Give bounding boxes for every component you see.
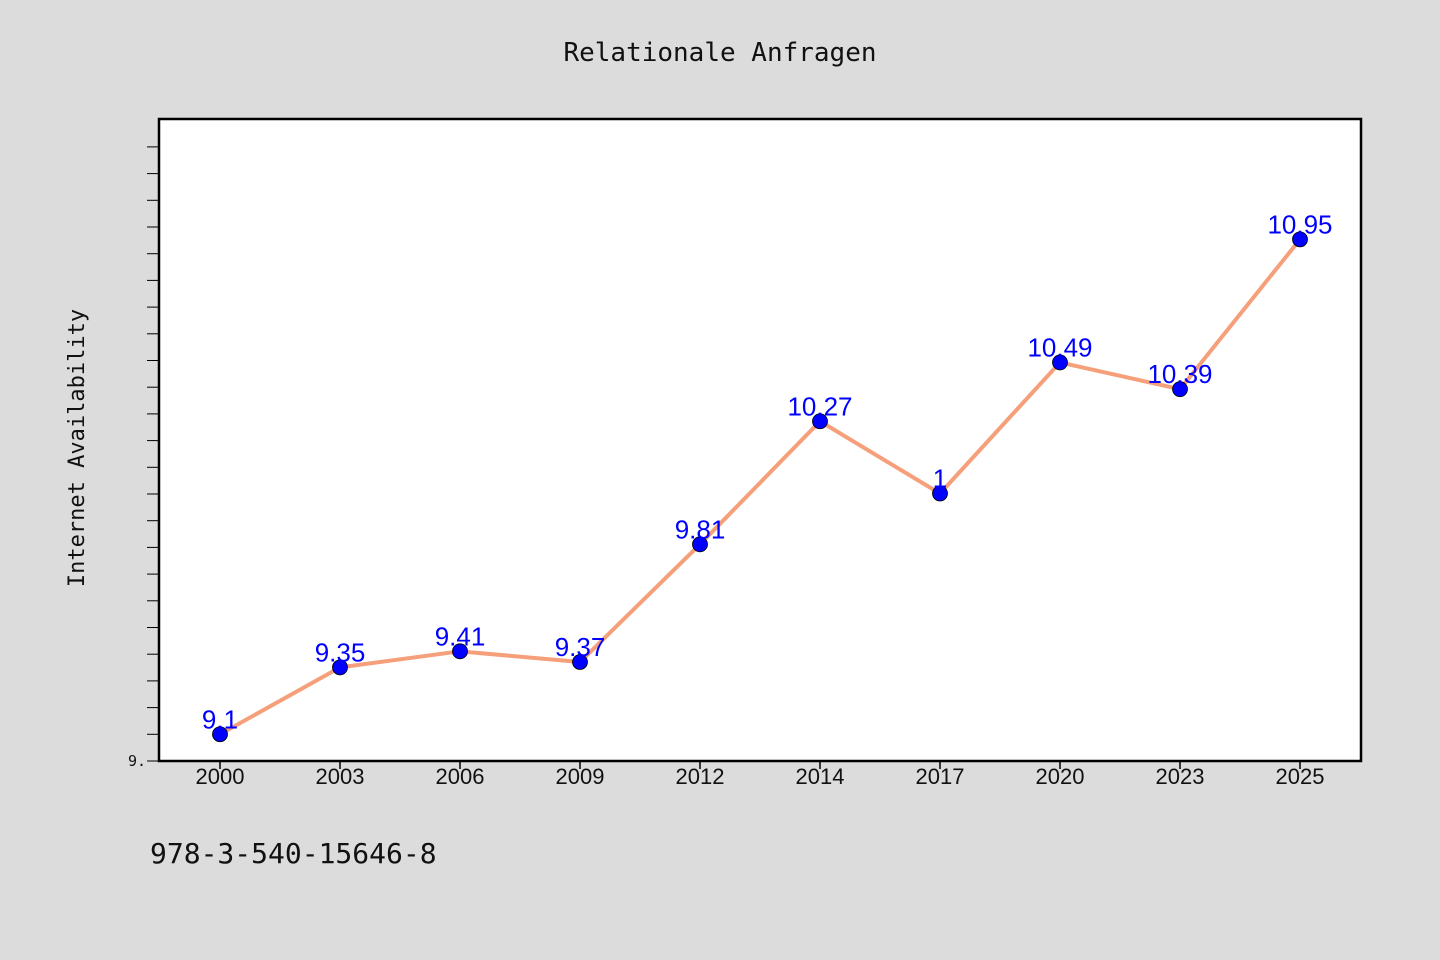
x-axis-ticks: 2000 2003 2006 2009 2012 2014 2017 2020 2023 2025 xyxy=(196,761,1325,789)
data-labels: 9.1 9.35 9.41 9.37 9.81 10.27 1 10.49 10.39 10.95 xyxy=(202,209,1333,734)
data-point xyxy=(572,654,588,670)
data-point xyxy=(1172,381,1188,398)
footer-isbn: 978-3-540-15646-8 xyxy=(150,837,437,870)
data-label: 10.27 xyxy=(787,391,852,421)
data-point xyxy=(212,726,228,743)
x-tick-label: 2012 xyxy=(676,764,725,789)
data-label: 9.81 xyxy=(675,514,726,544)
y-axis-label: Internet Availability xyxy=(65,309,90,587)
data-point xyxy=(1292,231,1308,248)
x-tick-label: 2006 xyxy=(436,764,485,789)
y-tick-label: 9. xyxy=(128,752,146,770)
data-point xyxy=(332,659,348,676)
data-label: 9.1 xyxy=(202,704,238,734)
data-point xyxy=(812,413,828,430)
data-point xyxy=(452,643,468,660)
data-label: 10.39 xyxy=(1147,359,1212,389)
data-label: 10.95 xyxy=(1267,209,1332,239)
x-tick-label: 2009 xyxy=(556,764,605,789)
data-point xyxy=(932,485,948,502)
x-tick-label: 2017 xyxy=(916,764,965,789)
x-tick-label: 2023 xyxy=(1156,764,1205,789)
data-label: 1 xyxy=(933,464,947,494)
plot-area xyxy=(157,117,1363,763)
x-tick-label: 2003 xyxy=(316,764,365,789)
series-layer xyxy=(212,231,1308,743)
x-tick-label: 2020 xyxy=(1036,764,1085,789)
data-label: 9.37 xyxy=(555,632,606,662)
x-tick-label: 2000 xyxy=(196,764,245,789)
data-label: 9.35 xyxy=(315,637,366,667)
y-axis-ticks: 9. xyxy=(128,146,159,770)
data-point xyxy=(1052,354,1068,371)
data-label: 9.41 xyxy=(435,621,486,651)
series-line xyxy=(219,238,1302,736)
data-label: 10.49 xyxy=(1027,332,1092,362)
data-point xyxy=(692,536,708,553)
x-tick-label: 2025 xyxy=(1276,764,1325,789)
x-tick-label: 2014 xyxy=(796,764,845,789)
chart-title: Relationale Anfragen xyxy=(563,38,876,68)
